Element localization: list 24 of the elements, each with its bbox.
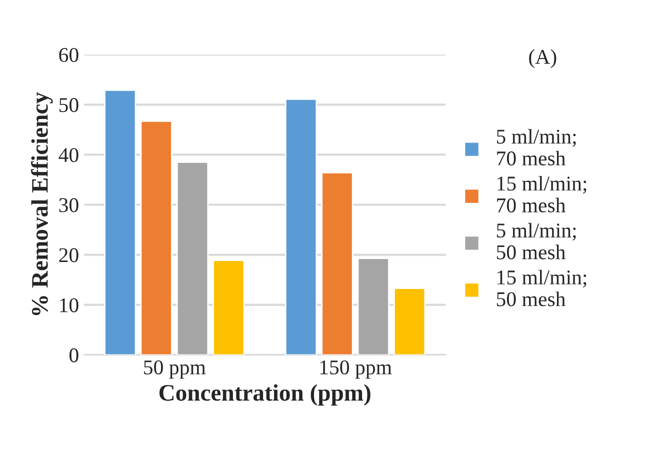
y-axis-title: % Removal Efficiency <box>31 92 53 316</box>
bar <box>212 260 245 355</box>
bar <box>104 89 136 355</box>
x-tick-label: 50 ppm <box>144 360 206 379</box>
bar <box>284 98 318 355</box>
y-tick-label: 60 <box>59 48 78 62</box>
bar <box>140 120 172 355</box>
y-tick-label: 40 <box>58 148 78 162</box>
x-tick-label: 150 ppm <box>320 360 392 379</box>
y-tick-label: 20 <box>59 248 78 262</box>
bar <box>176 162 209 355</box>
legend-label: 15 ml/min; 50 mesh <box>496 270 586 306</box>
y-tick-label: 30 <box>59 198 78 212</box>
x-axis-title: Concentration (ppm) <box>159 384 370 406</box>
y-tick-label: 10 <box>60 298 78 312</box>
legend-label: 15 ml/min; 70 mesh <box>497 176 586 212</box>
bar <box>393 288 426 355</box>
legend-label: 5 ml/min; 70 mesh <box>496 129 576 166</box>
y-tick-label: 0 <box>69 348 78 362</box>
bar <box>321 172 354 355</box>
bar <box>357 258 390 355</box>
y-tick-label: 50 <box>59 98 78 112</box>
text: (A) <box>529 49 556 68</box>
legend-label: 5 ml/min; 50 mesh <box>496 222 576 260</box>
